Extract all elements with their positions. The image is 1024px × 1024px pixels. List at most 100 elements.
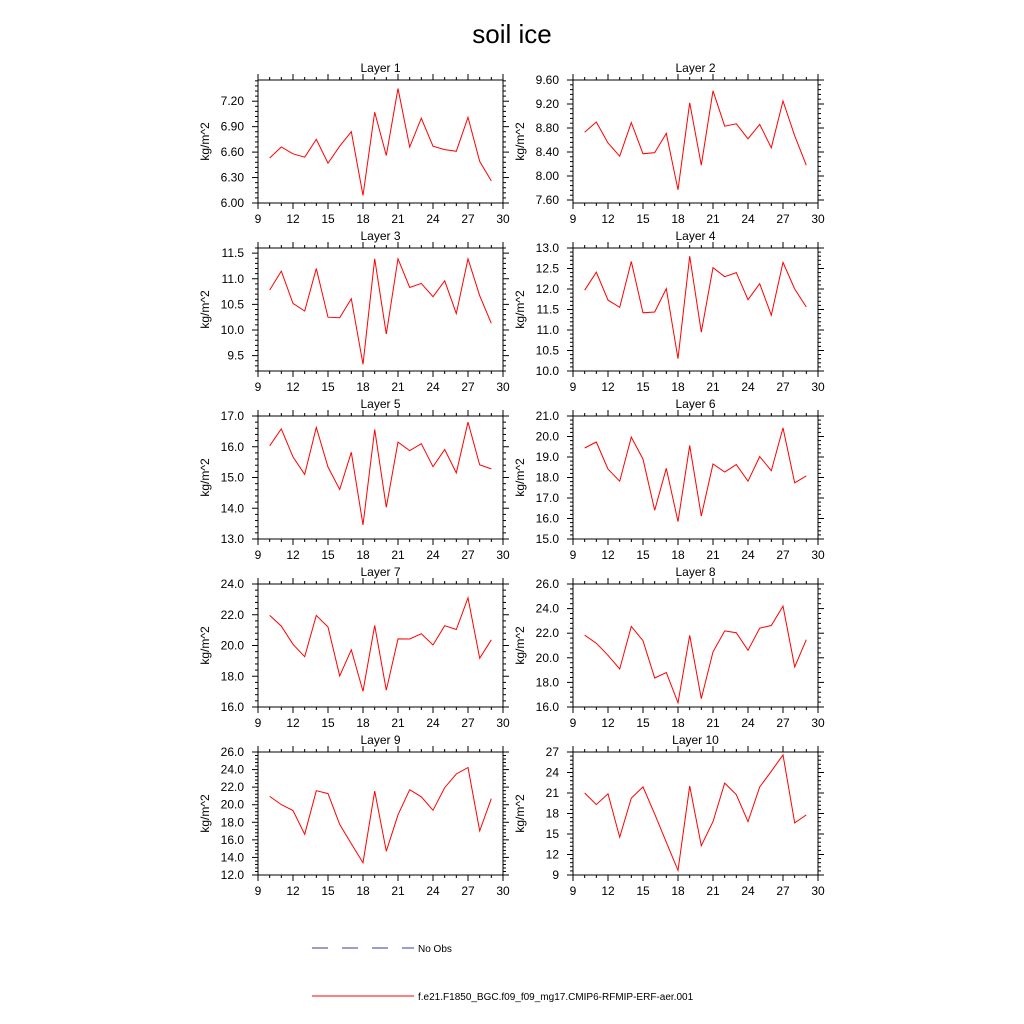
x-tick-label: 15	[636, 884, 650, 898]
plot-frame	[257, 751, 504, 876]
y-axis-label: kg/m^2	[513, 794, 527, 833]
y-tick-label: 11.5	[537, 303, 560, 317]
y-tick-label: 24.0	[221, 577, 245, 591]
x-tick-label: 21	[706, 884, 720, 898]
y-tick-label: 7.20	[221, 94, 245, 108]
x-tick-label: 27	[461, 548, 475, 562]
x-tick-label: 30	[811, 212, 825, 226]
x-tick-label: 27	[776, 716, 790, 730]
y-tick-label: 22.0	[221, 780, 245, 794]
y-tick-label: 20.0	[221, 639, 245, 653]
y-tick-label: 12.0	[221, 868, 245, 882]
y-tick-label: 6.60	[221, 145, 245, 159]
x-tick-label: 30	[496, 548, 510, 562]
y-tick-label: 18.0	[221, 669, 245, 683]
y-tick-label: 12	[546, 848, 560, 862]
y-axis-label: kg/m^2	[513, 122, 527, 161]
figure-title: soil ice	[472, 19, 551, 49]
panel-layer-2: Layer 2 9 12 15 18 21 24 27 30 7.60 8.00 8.40 8.80 9.…	[513, 61, 825, 226]
x-tick-label: 12	[286, 380, 300, 394]
x-tick-label: 21	[391, 548, 405, 562]
x-tick-label: 24	[741, 212, 755, 226]
panels: Layer 1 9 12 15 18 21 24 27 30 6.00 6.30 6.60 6.90 7.…	[198, 61, 825, 898]
x-tick-label: 12	[601, 548, 615, 562]
plot-frame	[572, 247, 819, 372]
y-tick-label: 6.00	[221, 196, 245, 210]
x-tick-label: 18	[671, 716, 685, 730]
x-tick-label: 12	[286, 548, 300, 562]
y-tick-label: 16.0	[221, 833, 245, 847]
y-tick-label: 18.0	[536, 675, 560, 689]
y-tick-label: 11.0	[222, 272, 245, 286]
y-axis-label: kg/m^2	[198, 290, 212, 329]
series-line	[584, 90, 807, 190]
legend: No Obs f.e21.F1850_BGC.f09_f09_mg17.CMIP…	[312, 944, 694, 1003]
y-tick-label: 26.0	[536, 577, 560, 591]
x-tick-label: 24	[426, 548, 440, 562]
x-tick-label: 27	[461, 884, 475, 898]
panel-layer-4: Layer 4 9 12 15 18 21 24 27 30 10.0 10.5 11.0 11.5 12…	[513, 229, 825, 394]
y-tick-label: 26.0	[221, 745, 245, 759]
x-tick-label: 15	[636, 212, 650, 226]
x-tick-label: 27	[776, 212, 790, 226]
x-tick-label: 27	[461, 716, 475, 730]
panel-title: Layer 10	[672, 733, 719, 747]
panel-title: Layer 7	[360, 565, 400, 579]
x-tick-label: 9	[255, 716, 262, 730]
y-tick-label: 11.5	[222, 246, 245, 260]
x-tick-label: 15	[321, 716, 335, 730]
y-tick-label: 7.60	[536, 193, 560, 207]
y-tick-label: 18.0	[536, 471, 560, 485]
legend-no-obs-label: No Obs	[418, 944, 452, 955]
x-tick-label: 18	[356, 212, 370, 226]
x-tick-label: 24	[426, 380, 440, 394]
x-tick-label: 30	[811, 548, 825, 562]
panel-layer-8: Layer 8 9 12 15 18 21 24 27 30 16.0 18.0 20.0 22.0 24…	[513, 565, 825, 730]
series-line	[269, 766, 492, 865]
y-tick-label: 17.0	[536, 491, 560, 505]
y-tick-label: 6.30	[221, 171, 245, 185]
panel-title: Layer 2	[675, 61, 715, 75]
x-tick-label: 9	[570, 212, 577, 226]
y-axis-label: kg/m^2	[198, 122, 212, 161]
y-tick-label: 20.0	[536, 430, 560, 444]
x-tick-label: 18	[671, 212, 685, 226]
y-tick-label: 9.60	[536, 73, 560, 87]
x-tick-label: 9	[570, 716, 577, 730]
panel-title: Layer 1	[360, 61, 400, 75]
y-tick-label: 9.5	[227, 349, 244, 363]
x-tick-label: 12	[601, 884, 615, 898]
plot-frame	[257, 79, 504, 204]
x-tick-label: 12	[286, 212, 300, 226]
plot-frame	[257, 415, 504, 540]
x-tick-label: 21	[391, 716, 405, 730]
x-tick-label: 21	[706, 716, 720, 730]
y-tick-label: 24.0	[221, 763, 245, 777]
series-line	[269, 595, 492, 692]
y-tick-label: 13.0	[536, 241, 560, 255]
y-tick-label: 12.5	[536, 262, 560, 276]
x-tick-label: 15	[636, 716, 650, 730]
x-tick-label: 21	[391, 884, 405, 898]
y-axis-label: kg/m^2	[513, 458, 527, 497]
y-tick-label: 10.0	[536, 364, 560, 378]
y-tick-label: 10.5	[221, 297, 245, 311]
x-tick-label: 27	[461, 212, 475, 226]
x-tick-label: 30	[496, 212, 510, 226]
panel-title: Layer 5	[360, 397, 400, 411]
x-tick-label: 30	[496, 716, 510, 730]
x-tick-label: 30	[811, 380, 825, 394]
y-tick-label: 16.0	[536, 700, 560, 714]
x-tick-label: 12	[286, 716, 300, 730]
y-axis-label: kg/m^2	[198, 626, 212, 665]
x-tick-label: 21	[706, 548, 720, 562]
y-tick-label: 27	[546, 745, 560, 759]
x-tick-label: 27	[776, 380, 790, 394]
y-axis-label: kg/m^2	[198, 794, 212, 833]
x-tick-label: 30	[496, 380, 510, 394]
panel-title: Layer 6	[675, 397, 715, 411]
x-tick-label: 18	[671, 380, 685, 394]
x-tick-label: 24	[426, 716, 440, 730]
panel-title: Layer 3	[360, 229, 400, 243]
y-tick-label: 18	[546, 807, 560, 821]
